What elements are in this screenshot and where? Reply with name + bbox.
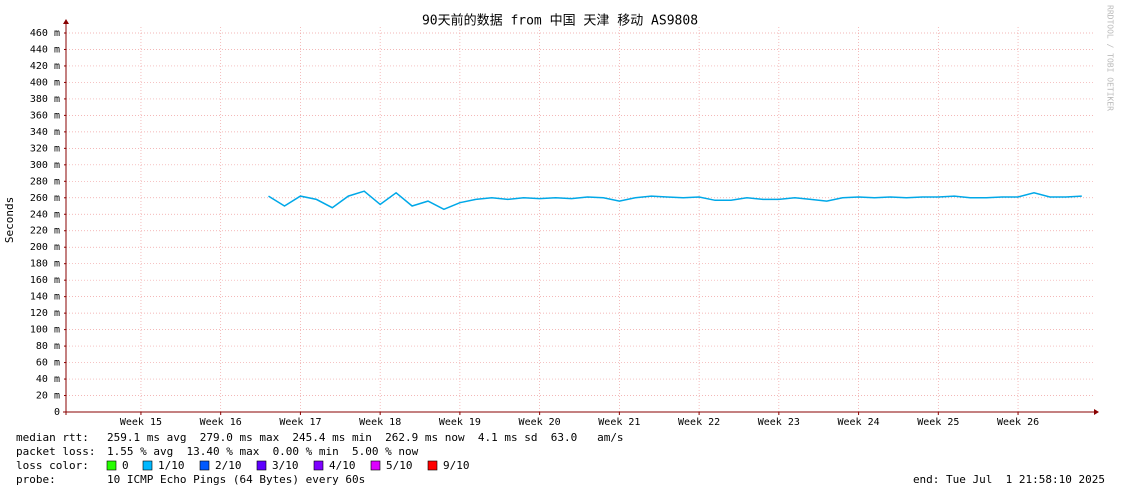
legend-label: 1/10 xyxy=(158,459,185,472)
median-line xyxy=(268,190,1082,211)
stats-label: packet loss: xyxy=(16,445,95,458)
x-tick-label: Week 26 xyxy=(997,417,1039,428)
y-tick-label: 200 m xyxy=(30,242,60,253)
legend-label: 5/10 xyxy=(386,459,413,472)
y-axis-label: Seconds xyxy=(3,197,16,243)
y-tick-label: 380 m xyxy=(30,94,60,105)
watermark: RRDTOOL / TOBI OETIKER xyxy=(1106,5,1115,111)
y-tick-label: 100 m xyxy=(30,325,60,336)
x-tick-label: Week 16 xyxy=(200,417,242,428)
y-tick-label: 120 m xyxy=(30,308,60,319)
y-tick-label: 280 m xyxy=(30,176,60,187)
y-tick-label: 0 xyxy=(54,407,60,418)
y-tick-label: 80 m xyxy=(36,341,60,352)
x-tick-label: Week 21 xyxy=(598,417,640,428)
probe-label: probe: xyxy=(16,473,56,486)
x-tick-label: Week 25 xyxy=(917,417,959,428)
y-tick-label: 360 m xyxy=(30,110,60,121)
legend-swatch xyxy=(427,460,438,471)
x-tick-label: Week 22 xyxy=(678,417,720,428)
y-tick-label: 400 m xyxy=(30,77,60,88)
x-tick-label: Week 18 xyxy=(359,417,401,428)
axis-arrow xyxy=(63,19,69,24)
y-tick-label: 420 m xyxy=(30,61,60,72)
legend-swatch xyxy=(142,460,153,471)
stats-label: median rtt: xyxy=(16,431,89,444)
legend-label: 3/10 xyxy=(272,459,299,472)
x-tick-label: Week 24 xyxy=(837,417,879,428)
end-time: end: Tue Jul 1 21:58:10 2025 xyxy=(913,473,1105,486)
legend-swatch xyxy=(313,460,324,471)
y-tick-label: 180 m xyxy=(30,259,60,270)
y-tick-label: 320 m xyxy=(30,143,60,154)
x-tick-label: Week 23 xyxy=(758,417,800,428)
legend-swatch xyxy=(256,460,267,471)
x-tick-label: Week 17 xyxy=(279,417,321,428)
legend-label: 4/10 xyxy=(329,459,356,472)
legend-swatch xyxy=(199,460,210,471)
legend-label: 2/10 xyxy=(215,459,242,472)
y-tick-label: 220 m xyxy=(30,226,60,237)
x-tick-label: Week 19 xyxy=(439,417,481,428)
y-tick-label: 300 m xyxy=(30,160,60,171)
x-tick-label: Week 20 xyxy=(519,417,561,428)
y-tick-label: 440 m xyxy=(30,44,60,55)
chart-title: 90天前的数据 from 中国 天津 移动 AS9808 xyxy=(422,13,698,29)
probe-text: 10 ICMP Echo Pings (64 Bytes) every 60s xyxy=(107,473,365,486)
y-tick-label: 340 m xyxy=(30,127,60,138)
axis-arrow xyxy=(1094,409,1099,415)
x-tick-label: Week 15 xyxy=(120,417,162,428)
loss-label: loss color: xyxy=(16,459,89,472)
legend-swatch xyxy=(370,460,381,471)
legend-label: 0 xyxy=(122,459,129,472)
y-tick-label: 40 m xyxy=(36,374,60,385)
stats-text: 259.1 ms avg 279.0 ms max 245.4 ms min 2… xyxy=(107,431,624,444)
y-tick-label: 140 m xyxy=(30,292,60,303)
y-tick-label: 60 m xyxy=(36,358,60,369)
stats-text: 1.55 % avg 13.40 % max 0.00 % min 5.00 %… xyxy=(107,445,419,458)
y-tick-label: 260 m xyxy=(30,193,60,204)
legend-label: 9/10 xyxy=(443,459,470,472)
y-tick-label: 20 m xyxy=(36,391,60,402)
y-tick-label: 160 m xyxy=(30,275,60,286)
y-tick-label: 240 m xyxy=(30,209,60,220)
legend-swatch xyxy=(106,460,117,471)
y-tick-label: 460 m xyxy=(30,28,60,39)
